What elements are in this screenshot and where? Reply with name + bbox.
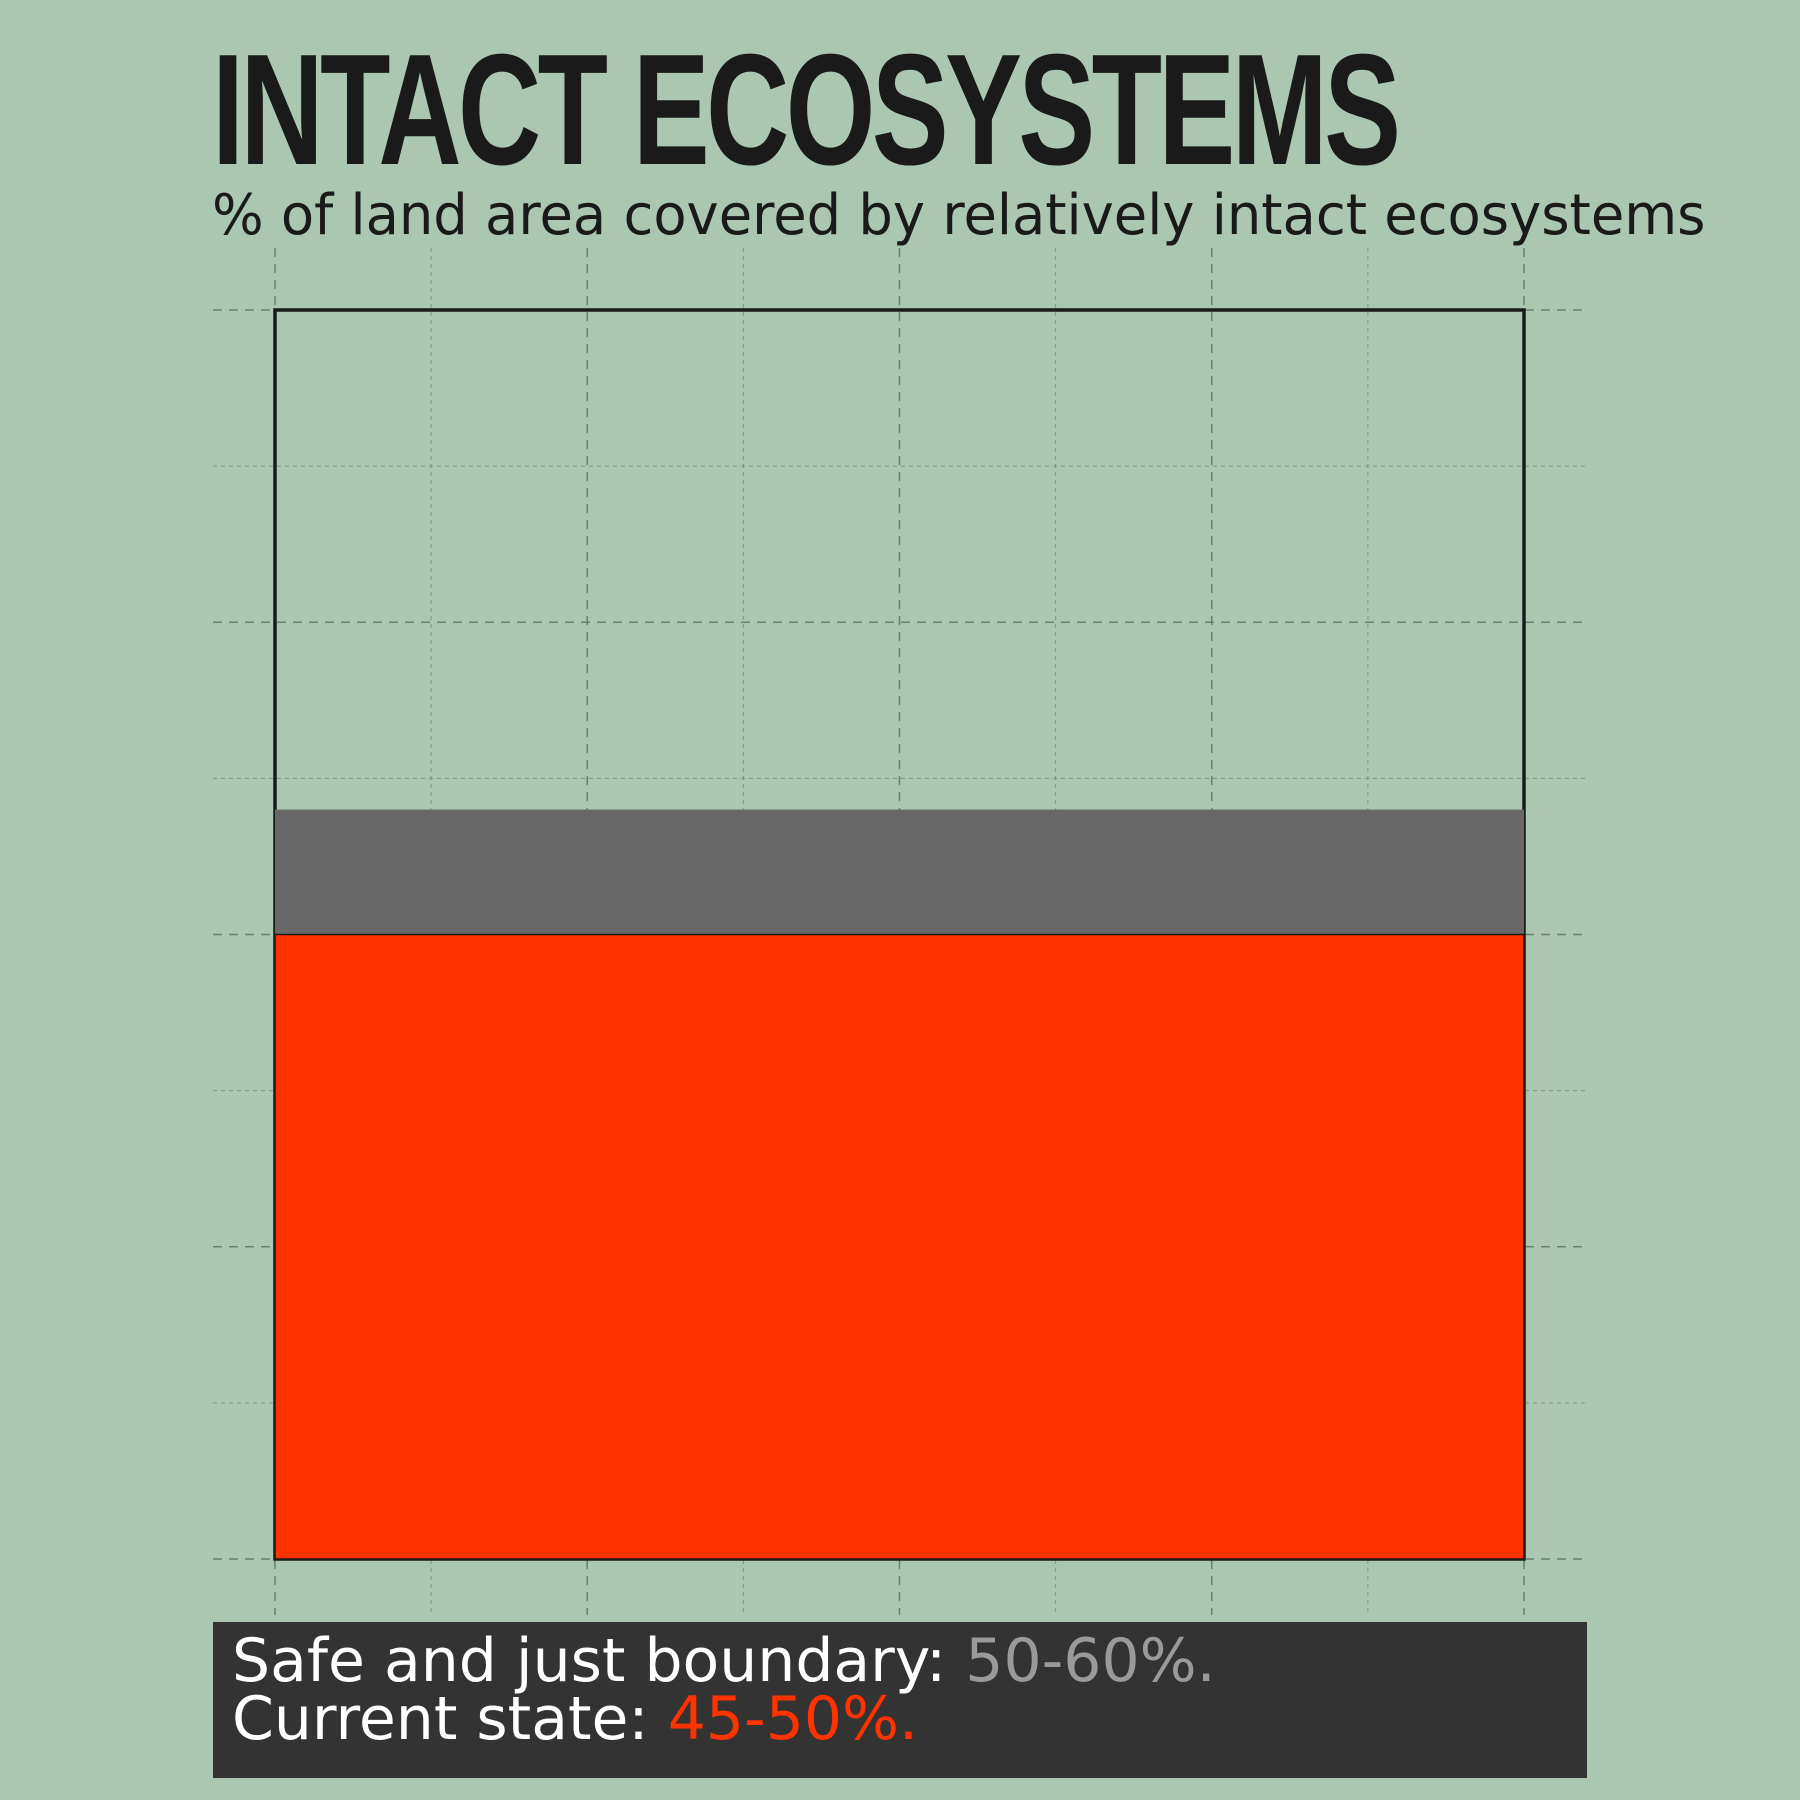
chart-subtitle: % of land area covered by relatively int… — [212, 183, 1706, 248]
current-state-label: Current state: — [232, 1684, 668, 1754]
chart-title: INTACT ECOSYSTEMS — [212, 22, 1401, 198]
legend-box: Safe and just boundary: 50-60%. Current … — [213, 1622, 1587, 1778]
boundary-band — [275, 809, 1524, 935]
chart-marks — [273, 308, 1526, 1561]
boundary-label: Safe and just boundary: — [232, 1626, 966, 1696]
current-state-line: Current state: 45-50%. — [232, 1689, 1567, 1749]
current-state-bar — [274, 933, 1525, 1560]
current-state-value: 45-50%. — [667, 1684, 919, 1754]
boundary-line: Safe and just boundary: 50-60%. — [232, 1631, 1567, 1691]
boundary-value: 50-60%. — [965, 1626, 1216, 1696]
